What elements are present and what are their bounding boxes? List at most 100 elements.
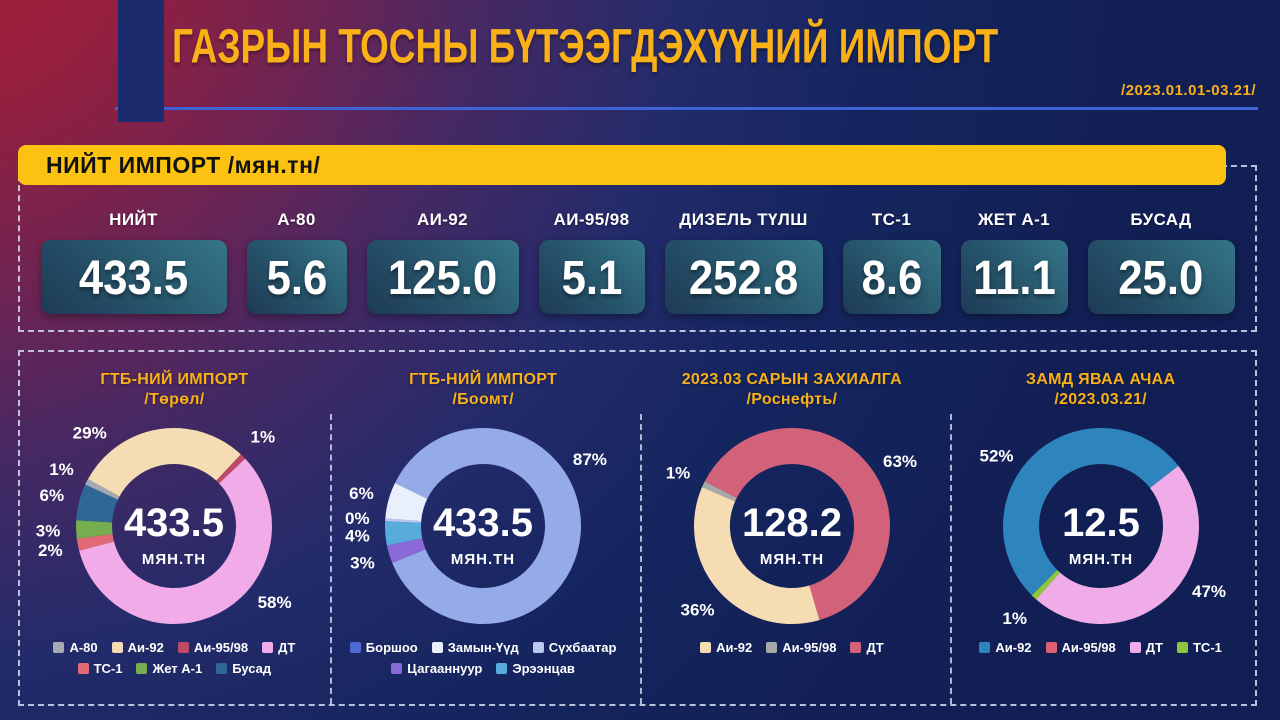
header-date-range: /2023.01.01-03.21/ <box>1121 82 1256 99</box>
legend-item: ДТ <box>850 640 884 655</box>
legend-label: Аи-92 <box>127 640 164 655</box>
chart-title: ГТБ-НИЙ ИМПОРТ <box>409 371 558 388</box>
legend-label: Эрээнцав <box>512 661 575 676</box>
segment-percent-label: 3% <box>36 521 61 540</box>
stat-label: ЖЕТ А-1 <box>977 210 1050 229</box>
stat-column: ТС-1 8.6 <box>842 210 941 314</box>
total-import-banner: НИЙТ ИМПОРТ /мян.тн/ <box>18 145 1226 185</box>
legend-item: Боршоо <box>349 640 418 655</box>
header-divider-line <box>115 107 1258 110</box>
legend-row: Цагааннуур Эрээнцав <box>391 661 575 676</box>
stat-column: НИЙТ 433.5 <box>40 210 227 314</box>
chart-legend: Боршоо Замын-Үүд Сүхбаатар Цагааннуур Эрээнц… <box>349 640 617 676</box>
chart-legend: Аи-92 Аи-95/98 ДТ <box>700 640 884 655</box>
stat-column: БУСАД 25.0 <box>1087 210 1235 314</box>
donut-chart: 1% 29% 1% 58% 2%3% 6% 433.5 МЯН.ТН <box>36 423 292 624</box>
stat-value: 11.1 <box>972 249 1056 305</box>
chart-title: 2023.03 САРЫН ЗАХИАЛГА <box>681 371 903 388</box>
segment-percent-label: 0% <box>345 509 370 528</box>
donut-center-unit: МЯН.ТН <box>142 551 206 568</box>
legend-swatch <box>532 642 544 653</box>
chart-column: 2023.03 САРЫН ЗАХИАЛГА/Роснефть/63% 36% 1%… <box>638 352 947 704</box>
legend-swatch <box>766 642 778 653</box>
legend-item: ДТ <box>262 640 295 655</box>
chart-title: ГТБ-НИЙ ИМПОРТ <box>100 371 249 388</box>
legend-row: Аи-92 Аи-95/98 ДТ <box>700 640 884 655</box>
legend-item: Сүхбаатар <box>532 640 617 655</box>
segment-percent-label: 1% <box>50 460 75 479</box>
legend-swatch <box>53 642 65 653</box>
chart-subtitle: /Роснефть/ <box>746 391 838 408</box>
legend-item: Аи-95/98 <box>1045 640 1116 655</box>
legend-swatch <box>349 642 361 653</box>
legend-label: Бусад <box>232 661 272 676</box>
legend-label: Замын-Үүд <box>447 640 519 655</box>
chart-column: ЗАМД ЯВАА АЧАА/2023.03.21/52% 47% 1% 12.5 МЯ… <box>946 352 1255 704</box>
donut-center-value: 433.5 <box>124 501 224 545</box>
legend-swatch <box>700 642 712 653</box>
donut-center-unit: МЯН.ТН <box>1068 551 1132 568</box>
legend-swatch <box>216 663 228 674</box>
donut-center-value: 433.5 <box>433 501 533 545</box>
donut-center-unit: МЯН.ТН <box>760 551 824 568</box>
legend-item: А-80 <box>53 640 98 655</box>
stat-label: АИ-92 <box>416 210 469 229</box>
legend-item: Аи-92 <box>111 640 164 655</box>
legend-swatch <box>1176 642 1188 653</box>
stat-label: НИЙТ <box>109 210 158 229</box>
donut-segment <box>76 428 273 624</box>
legend-label: ДТ <box>278 640 296 655</box>
legend-item: ТС-1 <box>77 661 122 676</box>
donut-center-value: 128.2 <box>742 501 842 545</box>
segment-percent-label: 3% <box>350 554 375 573</box>
legend-item: Бусад <box>216 661 271 676</box>
stat-card: 5.6 <box>246 240 347 314</box>
chart-subtitle: /Боомт/ <box>452 391 514 408</box>
legend-label: Аи-95/98 <box>193 640 249 655</box>
stat-column: АИ-95/98 5.1 <box>538 210 645 314</box>
legend-label: Сүхбаатар <box>548 640 617 655</box>
legend-label: ДТ <box>1145 640 1163 655</box>
legend-item: Аи-95/98 <box>177 640 249 655</box>
segment-percent-label: 52% <box>979 447 1013 466</box>
stat-label: ТС-1 <box>871 210 912 229</box>
chart-subtitle: /2023.03.21/ <box>1054 391 1147 408</box>
stat-column: АИ-92 125.0 <box>366 210 519 314</box>
legend-item: ТС-1 <box>1176 640 1222 655</box>
donut-segment <box>385 428 582 624</box>
legend-swatch <box>391 663 403 674</box>
stat-label: ДИЗЕЛЬ ТҮЛШ <box>679 210 808 229</box>
legend-swatch <box>136 663 148 674</box>
page-title: ГАЗРЫН ТОСНЫ БҮТЭЭГДЭХҮҮНИЙ ИМПОРТ <box>172 20 999 74</box>
donut-segment <box>76 428 273 624</box>
donut-chart: 63% 36% 1% 128.2 МЯН.ТН <box>666 428 917 624</box>
stat-label: А-80 <box>277 210 316 229</box>
legend-label: Жет А-1 <box>152 661 203 676</box>
legend-swatch <box>111 642 123 653</box>
legend-item: Замын-Үүд <box>431 640 519 655</box>
donut-chart: 87% 3% 4%0% 6% 433.5 МЯН.ТН <box>345 428 607 624</box>
column-separator <box>640 414 642 704</box>
stat-card: 11.1 <box>960 240 1068 314</box>
legend-label: Аи-95/98 <box>782 640 837 655</box>
legend-swatch <box>979 642 991 653</box>
legend-row: А-80 Аи-92 Аи-95/98 ДТ <box>53 640 295 655</box>
stat-column: А-80 5.6 <box>246 210 347 314</box>
legend-label: Цагааннуур <box>407 661 483 676</box>
legend-label: Аи-95/98 <box>1061 640 1116 655</box>
legend-swatch <box>77 663 89 674</box>
legend-item: Жет А-1 <box>136 661 202 676</box>
chart-legend: Аи-92 Аи-95/98 ДТ ТС-1 <box>979 640 1222 655</box>
stat-card: 252.8 <box>664 240 823 314</box>
stat-value: 5.6 <box>266 249 327 305</box>
segment-percent-label: 6% <box>40 486 65 505</box>
legend-swatch <box>496 663 508 674</box>
legend-swatch <box>1129 642 1141 653</box>
legend-label: А-80 <box>69 640 98 655</box>
stat-column: ДИЗЕЛЬ ТҮЛШ 252.8 <box>664 210 823 314</box>
legend-row: Аи-92 Аи-95/98 ДТ ТС-1 <box>979 640 1222 655</box>
stat-card: 5.1 <box>538 240 645 314</box>
stat-card: 25.0 <box>1087 240 1235 314</box>
stat-column: ЖЕТ А-1 11.1 <box>960 210 1068 314</box>
column-separator <box>950 414 952 704</box>
